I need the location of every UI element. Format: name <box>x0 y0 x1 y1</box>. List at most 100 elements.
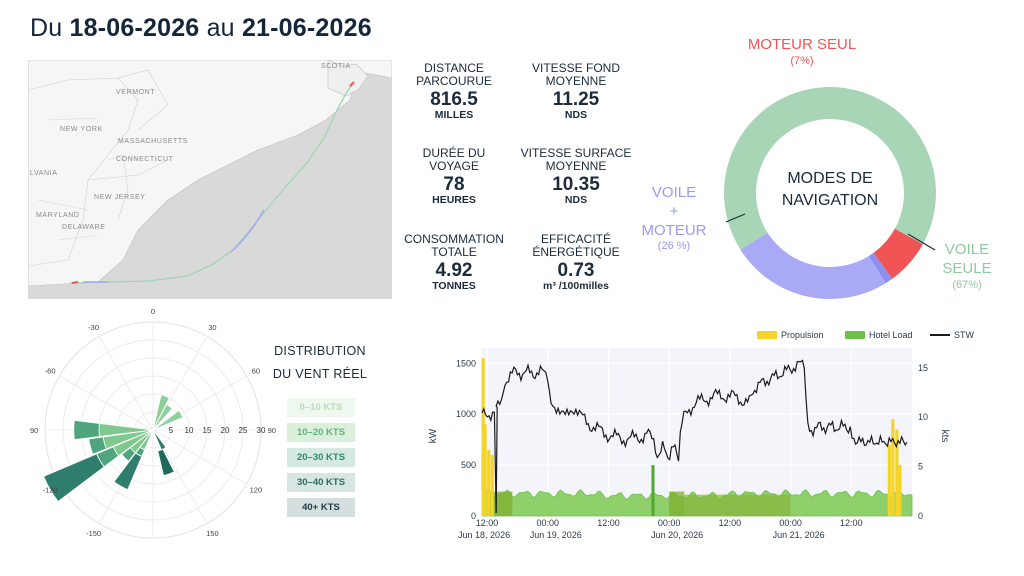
mode-mixed-pct: (26 %) <box>657 240 691 253</box>
legend-propulsion[interactable]: Propulsion <box>757 330 824 340</box>
x-tick-label: 12:00 <box>476 518 499 528</box>
propulsion-bar <box>891 419 895 516</box>
wind-bar <box>152 409 184 431</box>
stat-consumption-label: CONSOMMATION <box>404 232 504 246</box>
mode-sail-label: VOILE SEULE (67%) <box>934 241 1000 292</box>
title-prefix: Du <box>30 14 63 42</box>
left-tick-label: 1500 <box>456 358 476 368</box>
stat-efficiency: EFFICACITÉ ÉNERGÉTIQUE 0.73 m³ /100mille… <box>516 232 636 293</box>
mode-engine-pct: (7%) <box>790 54 814 67</box>
stat-sog-label: VITESSE FOND <box>531 61 620 75</box>
wind-legend-item[interactable]: 30–40 KTS <box>287 473 355 492</box>
wind-legend-item[interactable]: 40+ KTS <box>287 498 355 517</box>
stat-stw: VITESSE SURFACE MOYENNE 10.35 NDS <box>516 146 636 207</box>
mode-sail-line2: SEULE <box>942 259 992 277</box>
power-speed-chart[interactable]: 1500 1000 500 0 15 10 5 0 kW kts 12:00 00:00 12:00 00… <box>420 326 980 546</box>
stat-sog-value: 11.25 <box>552 88 600 110</box>
stat-stw-label: VITESSE SURFACE <box>520 146 632 160</box>
map-svg <box>28 60 392 287</box>
hotel-load-band <box>669 491 685 516</box>
right-tick-label: 5 <box>918 462 923 472</box>
left-tick-label: 500 <box>461 460 476 470</box>
stat-distance-value: 816.5 <box>430 88 478 110</box>
map-label-new-jersey: NEW JERSEY <box>94 194 146 201</box>
leader-line-mixed <box>725 213 746 223</box>
wind-legend-item[interactable]: 10–20 KTS <box>287 423 355 442</box>
map-label-maryland: MARYLAND <box>36 212 80 219</box>
wind-bar <box>152 394 170 431</box>
stat-duration-value: 78 <box>443 173 465 195</box>
left-axis-title: kW <box>428 428 439 443</box>
map-label-new-york: NEW YORK <box>60 126 103 133</box>
legend-hotel-swatch <box>845 331 865 339</box>
polar-radial-label: 20 <box>221 426 230 435</box>
stat-sog-label2: MOYENNE <box>545 74 607 89</box>
x-tick-label: 00:00 <box>658 518 681 528</box>
stat-distance: DISTANCE PARCOURUE 816.5 MILLES <box>394 61 514 122</box>
legend-stw-swatch <box>930 334 950 336</box>
polar-angle-label: 120 <box>250 485 263 494</box>
wind-polar-chart[interactable]: 0306090120150180-150-12090-60-3051015202… <box>28 304 288 544</box>
polar-spoke <box>98 336 154 431</box>
stat-consumption: CONSOMMATION TOTALE 4.92 TONNES <box>394 232 514 293</box>
wind-distribution-title: DISTRIBUTION DU VENT RÉEL <box>268 340 372 386</box>
stat-sog: VITESSE FOND MOYENNE 11.25 NDS <box>516 61 636 122</box>
wind-bar <box>152 404 173 431</box>
wind-bar <box>121 447 136 462</box>
leader-line-sail <box>907 233 936 251</box>
propulsion-bar <box>898 465 902 516</box>
donut-center-line1: MODES DE <box>787 170 873 187</box>
stat-consumption-unit: TONNES <box>432 280 476 293</box>
donut-svg <box>724 87 936 300</box>
wind-legend-item[interactable]: 20–30 KTS <box>287 448 355 467</box>
stat-stw-value: 10.35 <box>552 173 600 195</box>
polar-angle-label: -150 <box>86 529 101 538</box>
polar-angle-label: 30 <box>208 323 216 332</box>
legend-propulsion-swatch <box>757 331 777 339</box>
wind-legend-item[interactable]: 0–10 KTS <box>287 398 355 417</box>
right-tick-label: 10 <box>918 412 928 422</box>
map-label-delaware: DELAWARE <box>62 224 106 231</box>
legend-hotel-label: Hotel Load <box>869 330 913 340</box>
mode-mixed-line1: VOILE <box>651 184 697 201</box>
wind-title-line1: DISTRIBUTION <box>274 344 366 358</box>
mode-mixed-line3: MOTEUR <box>641 221 707 239</box>
stat-efficiency-label: EFFICACITÉ <box>540 232 611 246</box>
polar-spoke <box>152 429 247 485</box>
navigation-modes-donut[interactable] <box>720 83 940 303</box>
stat-efficiency-value: 0.73 <box>557 259 595 281</box>
stat-duration-unit: HEURES <box>432 194 476 207</box>
propulsion-bar <box>887 444 891 516</box>
polar-radial-label: 5 <box>169 426 174 435</box>
title-middle: au <box>206 14 235 42</box>
legend-stw[interactable]: STW <box>930 330 974 340</box>
propulsion-bar <box>490 454 494 516</box>
mode-mixed-line2: + <box>669 202 679 220</box>
route-map[interactable]: SCOTIA VERMONT NEW YORK MASSACHUSETTS CO… <box>28 60 392 299</box>
polar-angle-label: -60 <box>45 367 56 376</box>
polar-radial-label: 15 <box>203 426 212 435</box>
stat-duration: DURÉE DU VOYAGE 78 HEURES <box>394 146 514 207</box>
x-tick-label: 12:00 <box>719 518 742 528</box>
donut-slices <box>724 87 936 300</box>
ts-series <box>481 358 913 517</box>
x-date-label: Jun 21, 2026 <box>773 530 825 540</box>
right-tick-label: 0 <box>918 511 923 521</box>
mode-engine-label: MOTEUR SEUL (7%) <box>746 36 858 69</box>
propulsion-bar <box>895 429 899 516</box>
stat-efficiency-label2: ÉNERGÉTIQUE <box>532 245 620 260</box>
left-tick-label: 0 <box>471 511 476 521</box>
ts-grid <box>482 348 912 516</box>
stat-distance-unit: MILLES <box>434 109 474 122</box>
wind-bar <box>43 453 105 503</box>
legend-hotel-load[interactable]: Hotel Load <box>845 330 913 340</box>
stw-line <box>481 359 908 514</box>
donut-slice-sail <box>724 87 936 250</box>
polar-angle-label: -30 <box>88 323 99 332</box>
mode-mixed-label: VOILE + MOTEUR (26 %) <box>634 184 714 254</box>
x-tick-label: 12:00 <box>840 518 863 528</box>
polar-radial-label: 10 <box>185 426 194 435</box>
donut-slice-mixed <box>740 232 886 300</box>
map-label-massachusetts: MASSACHUSETTS <box>118 138 189 145</box>
